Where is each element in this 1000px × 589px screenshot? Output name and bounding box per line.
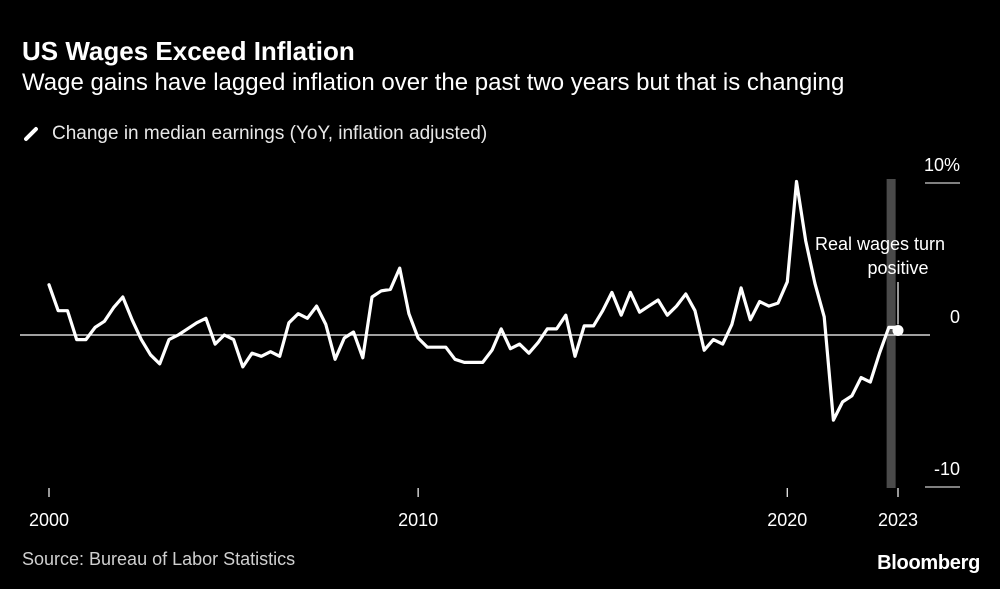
- annotation-dot: [892, 324, 904, 336]
- x-tick-label: 2023: [878, 510, 918, 530]
- legend-label: Change in median earnings (YoY, inflatio…: [52, 123, 488, 144]
- source-note: Source: Bureau of Labor Statistics: [22, 549, 296, 569]
- annotation-text-line2: positive: [867, 258, 928, 278]
- x-tick-label: 2010: [398, 510, 438, 530]
- highlight-band: [886, 179, 896, 488]
- series-line: [47, 179, 900, 422]
- x-tick-label: 2000: [29, 510, 69, 530]
- y-tick-label: -10: [934, 459, 960, 479]
- chart-title: US Wages Exceed Inflation: [22, 36, 355, 66]
- annotation-text-line1: Real wages turn: [815, 234, 945, 254]
- x-tick-label: 2020: [767, 510, 807, 530]
- y-tick-label: 0: [950, 307, 960, 327]
- bloomberg-logo: Bloomberg: [877, 552, 980, 574]
- y-tick-label: 10%: [924, 155, 960, 175]
- chart-subtitle: Wage gains have lagged inflation over th…: [22, 69, 845, 96]
- legend: Change in median earnings (YoY, inflatio…: [22, 121, 487, 147]
